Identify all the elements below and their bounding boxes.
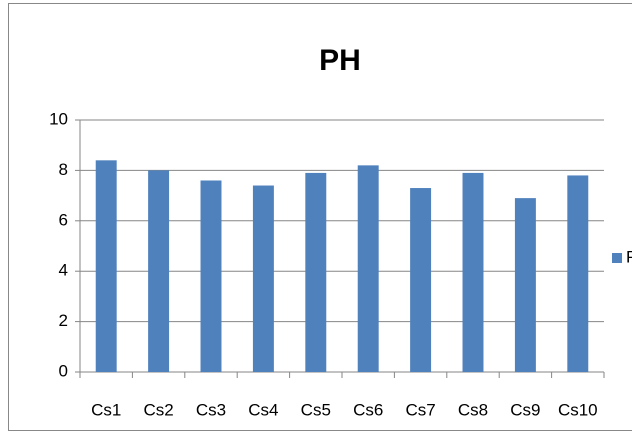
- bar: [305, 172, 327, 372]
- x-tick-label: Cs7: [405, 400, 435, 419]
- y-tick-label: 4: [59, 261, 68, 280]
- bar: [200, 180, 222, 372]
- x-tick-label: Cs5: [301, 400, 331, 419]
- y-tick-label: 2: [59, 311, 68, 330]
- y-tick-label: 10: [49, 109, 68, 128]
- y-tick-label: 0: [59, 361, 68, 380]
- bar: [514, 198, 536, 372]
- legend-label: PH: [626, 247, 632, 266]
- x-tick-label: Cs8: [458, 400, 488, 419]
- bar: [95, 160, 117, 372]
- x-tick-label: Cs6: [353, 400, 383, 419]
- bar: [148, 170, 170, 372]
- chart-title: PH: [319, 44, 361, 77]
- x-tick-label: Cs3: [196, 400, 226, 419]
- bar: [357, 165, 379, 372]
- y-tick-label: 6: [59, 210, 68, 229]
- bar: [410, 188, 432, 372]
- y-tick-label: 8: [59, 160, 68, 179]
- x-tick-label: Cs2: [143, 400, 173, 419]
- bar: [567, 175, 589, 372]
- x-tick-label: Cs1: [91, 400, 121, 419]
- legend-swatch: [612, 253, 622, 263]
- bar: [252, 185, 274, 372]
- x-tick-label: Cs4: [248, 400, 278, 419]
- x-tick-label: Cs10: [558, 400, 598, 419]
- x-tick-label: Cs9: [510, 400, 540, 419]
- bar: [462, 172, 484, 372]
